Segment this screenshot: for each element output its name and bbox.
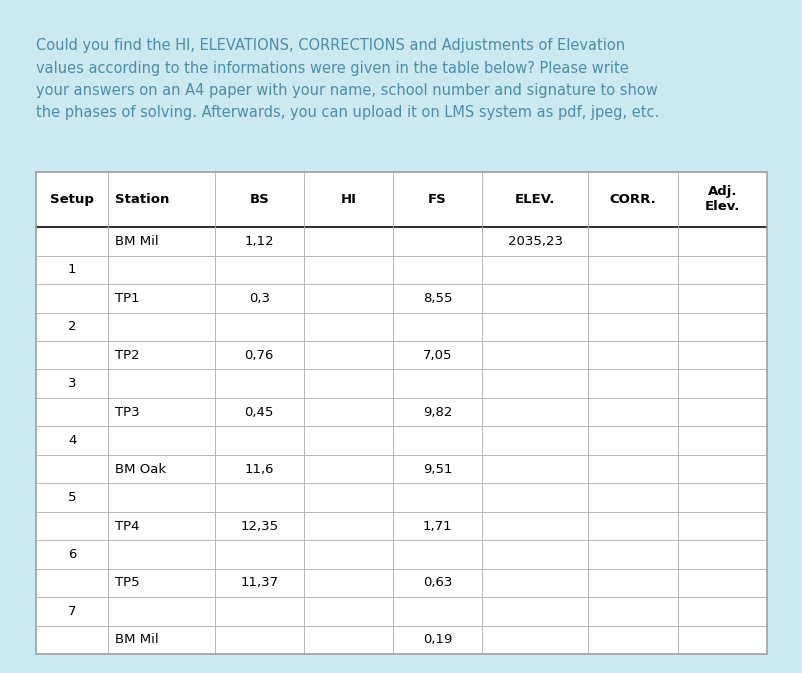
Text: BS: BS xyxy=(249,193,269,206)
Text: BM Oak: BM Oak xyxy=(115,462,166,476)
Text: 12,35: 12,35 xyxy=(240,520,278,532)
Text: 7,05: 7,05 xyxy=(423,349,452,361)
Text: 6: 6 xyxy=(68,548,76,561)
Text: BM Mil: BM Mil xyxy=(115,235,158,248)
Text: 5: 5 xyxy=(68,491,76,504)
Text: TP1: TP1 xyxy=(115,292,140,305)
Text: 0,76: 0,76 xyxy=(244,349,273,361)
Text: 7: 7 xyxy=(68,605,76,618)
Text: 1: 1 xyxy=(68,263,76,277)
Text: TP3: TP3 xyxy=(115,406,140,419)
Text: 1,12: 1,12 xyxy=(244,235,273,248)
Text: CORR.: CORR. xyxy=(609,193,655,206)
Text: 0,19: 0,19 xyxy=(423,633,452,647)
Text: 8,55: 8,55 xyxy=(423,292,452,305)
Text: 2035,23: 2035,23 xyxy=(507,235,562,248)
Text: FS: FS xyxy=(427,193,447,206)
Text: 3: 3 xyxy=(68,377,76,390)
Text: Setup: Setup xyxy=(51,193,94,206)
Text: BM Mil: BM Mil xyxy=(115,633,158,647)
Text: Station: Station xyxy=(115,193,169,206)
Text: HI: HI xyxy=(340,193,356,206)
Text: 0,63: 0,63 xyxy=(423,577,452,590)
Text: 11,37: 11,37 xyxy=(240,577,278,590)
Text: Adj.
Elev.: Adj. Elev. xyxy=(703,185,739,213)
Text: TP5: TP5 xyxy=(115,577,140,590)
FancyBboxPatch shape xyxy=(28,165,774,661)
Text: ELEV.: ELEV. xyxy=(515,193,555,206)
Text: 11,6: 11,6 xyxy=(244,462,273,476)
Text: TP4: TP4 xyxy=(115,520,139,532)
Text: 9,51: 9,51 xyxy=(423,462,452,476)
Text: 1,71: 1,71 xyxy=(423,520,452,532)
Text: 2: 2 xyxy=(68,320,76,333)
FancyBboxPatch shape xyxy=(36,172,766,654)
Text: 4: 4 xyxy=(68,434,76,447)
Text: 0,3: 0,3 xyxy=(249,292,269,305)
Text: TP2: TP2 xyxy=(115,349,140,361)
Text: Could you find the HI, ELEVATIONS, CORRECTIONS and Adjustments of Elevation
valu: Could you find the HI, ELEVATIONS, CORRE… xyxy=(36,38,658,120)
Text: 9,82: 9,82 xyxy=(423,406,452,419)
Text: 0,45: 0,45 xyxy=(244,406,273,419)
